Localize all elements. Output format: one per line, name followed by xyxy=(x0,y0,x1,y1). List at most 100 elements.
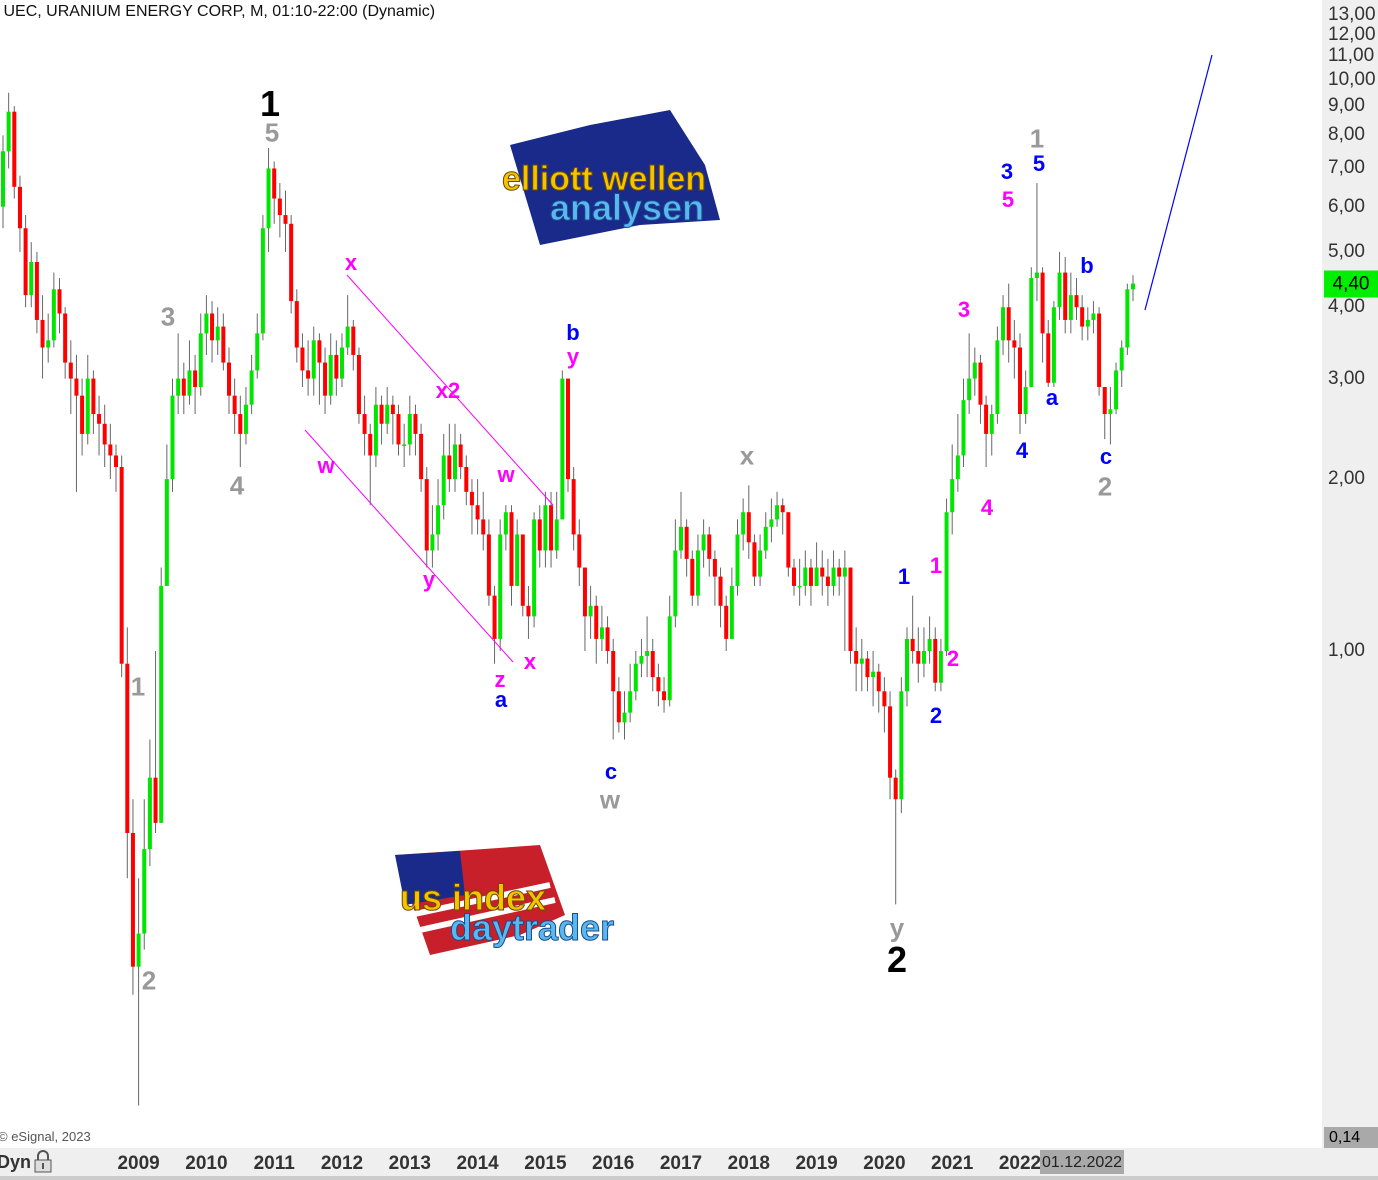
x-tick-label: 2019 xyxy=(795,1153,838,1174)
candle xyxy=(379,404,384,424)
wave-label: 1 xyxy=(897,564,911,589)
candle xyxy=(899,691,904,800)
candle xyxy=(402,444,407,446)
candle xyxy=(701,534,706,551)
candle xyxy=(509,512,514,586)
candle xyxy=(520,534,525,606)
candle xyxy=(46,340,51,348)
candle xyxy=(475,505,480,520)
candle xyxy=(334,354,339,379)
candle xyxy=(645,651,650,657)
candle xyxy=(1068,295,1073,320)
candle xyxy=(905,638,909,692)
candle xyxy=(159,585,164,823)
x-tick-label: 2016 xyxy=(592,1153,635,1174)
candle xyxy=(164,479,169,586)
candle xyxy=(780,505,785,513)
candle xyxy=(758,550,763,577)
candle xyxy=(695,550,700,596)
candle xyxy=(978,362,983,405)
candle xyxy=(193,370,198,387)
wave-label: 3 xyxy=(957,297,971,322)
y-tick-label: 4,00 xyxy=(1328,296,1365,318)
candle xyxy=(385,404,390,424)
candle xyxy=(1040,272,1045,334)
y-tick-label: 3,00 xyxy=(1328,367,1365,389)
candle xyxy=(967,378,972,401)
candle xyxy=(724,605,729,639)
wave-label: a xyxy=(494,687,508,712)
candle xyxy=(667,616,672,701)
projection-line xyxy=(1144,54,1213,311)
candle xyxy=(57,289,62,314)
candle xyxy=(588,605,593,617)
candle xyxy=(1119,347,1124,371)
candle xyxy=(430,534,435,551)
candle xyxy=(712,558,717,577)
candle xyxy=(170,395,175,480)
wave-label: x xyxy=(344,250,358,275)
candle xyxy=(51,289,56,341)
candle xyxy=(407,414,412,445)
wave-label: 2 xyxy=(886,939,908,980)
candle xyxy=(447,455,452,480)
candle xyxy=(814,567,819,586)
candle xyxy=(181,378,186,396)
x-tick-label: 2017 xyxy=(659,1153,703,1174)
y-tick-label: 1,00 xyxy=(1328,640,1365,661)
candle xyxy=(1023,386,1028,415)
candle xyxy=(424,479,429,551)
candle xyxy=(108,444,113,456)
wave-label: w xyxy=(497,462,515,487)
wave-label: 3 xyxy=(1000,159,1014,184)
svg-text:us index: us index xyxy=(400,877,546,918)
svg-text:elliott wellen: elliott wellen xyxy=(502,160,706,198)
candle xyxy=(277,198,282,216)
candle xyxy=(679,526,683,551)
lock-icon[interactable] xyxy=(33,1150,53,1174)
wave-label: y xyxy=(566,344,580,369)
wave-label: 2 xyxy=(946,646,960,671)
candle xyxy=(656,677,661,692)
candle xyxy=(662,691,667,701)
x-tick-label: 2012 xyxy=(320,1153,364,1174)
candle xyxy=(198,333,203,387)
price-chart[interactable]: elliott wellen analysen us index daytrad… xyxy=(0,0,1322,1148)
time-axis[interactable]: Dyn 2009 2010 2011 2012 2013 2014 2015 2016 2017… xyxy=(0,1148,1378,1180)
candle xyxy=(910,638,915,651)
candle xyxy=(317,340,322,363)
svg-text:analysen: analysen xyxy=(550,187,704,228)
candle xyxy=(153,777,158,823)
candle xyxy=(1006,307,1011,341)
candle xyxy=(464,467,469,492)
candle xyxy=(797,585,802,588)
candle xyxy=(503,512,508,535)
candle xyxy=(130,833,135,967)
candle xyxy=(356,354,361,415)
candle xyxy=(1080,307,1085,327)
y-tick-label: 12,00 xyxy=(1328,23,1376,45)
y-tick-label: 6,00 xyxy=(1328,195,1365,217)
candle xyxy=(453,444,457,480)
candle xyxy=(1085,319,1090,327)
candle xyxy=(390,404,395,415)
candle xyxy=(6,111,11,152)
candle xyxy=(91,378,96,415)
candle xyxy=(775,505,780,520)
candle xyxy=(85,378,90,434)
price-axis[interactable]: 13,00 12,00 11,00 10,00 9,00 8,00 7,00 6,00 5,00… xyxy=(1322,0,1378,1148)
candle xyxy=(871,671,876,678)
candle xyxy=(927,638,932,651)
candle xyxy=(786,512,791,568)
candle xyxy=(260,228,265,334)
wave-label: 1 xyxy=(259,83,281,124)
wave-label: c xyxy=(1099,444,1113,469)
channel-line-upper xyxy=(346,274,554,506)
wave-label: 2 xyxy=(1097,471,1113,502)
candle xyxy=(373,404,378,456)
candle xyxy=(628,691,633,713)
x-tick-label: 2013 xyxy=(388,1153,431,1174)
candle xyxy=(650,651,655,678)
wave-label: 4 xyxy=(980,495,994,520)
y-tick-label: 5,00 xyxy=(1328,240,1365,262)
